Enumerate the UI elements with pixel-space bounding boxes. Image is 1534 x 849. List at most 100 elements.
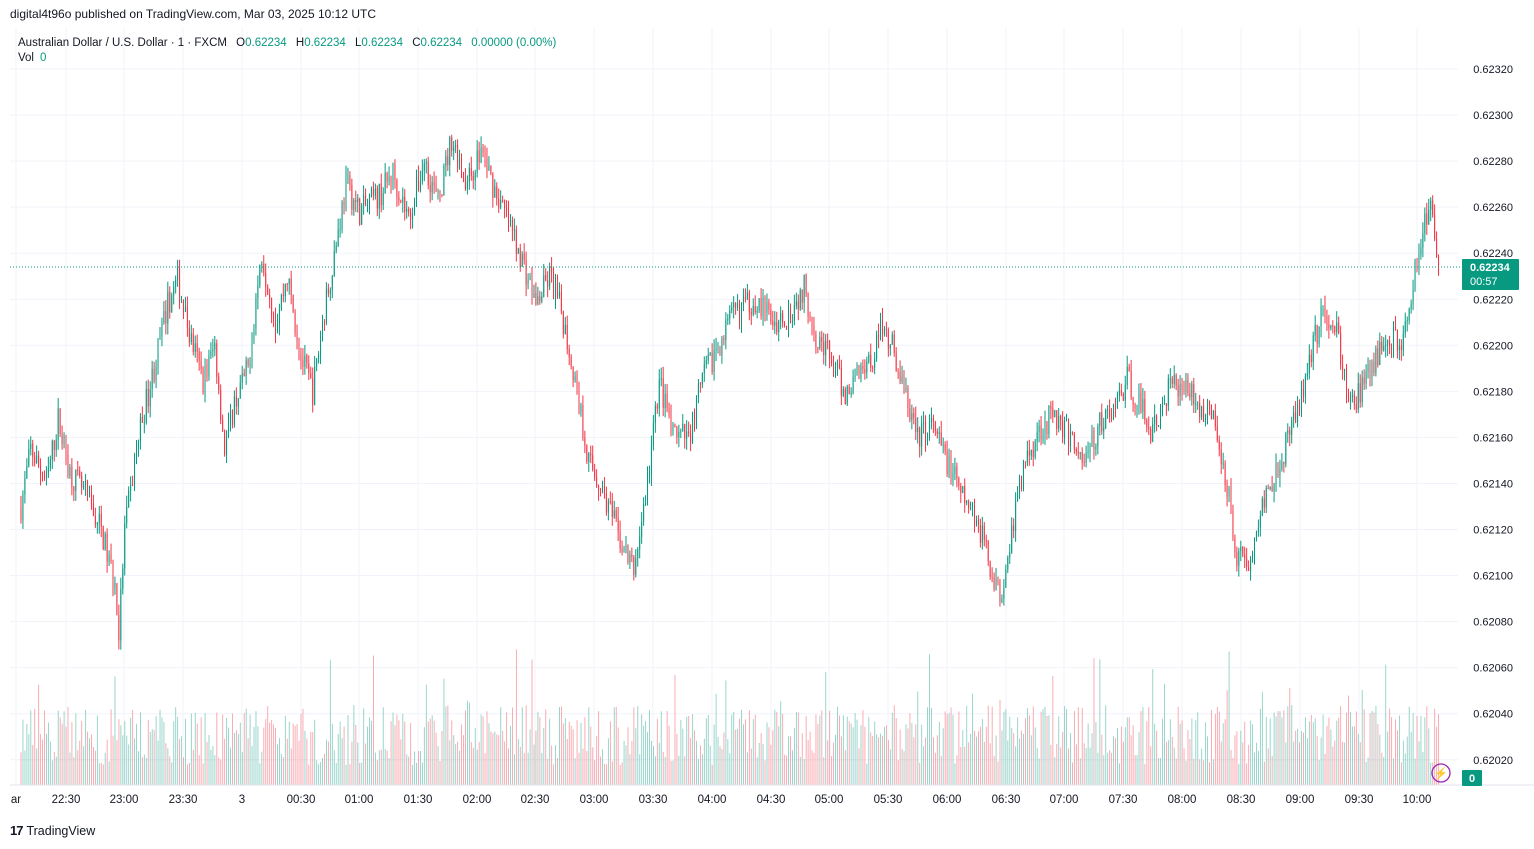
- volume-bar: [165, 743, 167, 785]
- volume-bar: [1320, 737, 1322, 785]
- volume-bar: [159, 709, 161, 785]
- volume-bar: [758, 743, 760, 785]
- volume-bar: [717, 736, 719, 785]
- candle-body: [660, 378, 662, 380]
- volume-bar: [126, 735, 128, 785]
- candle-body: [151, 368, 153, 390]
- candle-body: [1226, 485, 1228, 497]
- candle-body: [179, 268, 181, 302]
- candle-body: [1263, 498, 1265, 508]
- candle-body: [1257, 527, 1259, 533]
- volume-bar: [654, 756, 656, 785]
- volume-bar: [1077, 707, 1079, 785]
- candle-body: [778, 320, 780, 333]
- candle-body: [1347, 393, 1349, 403]
- candle-body: [457, 145, 459, 169]
- last-price-text: 0.62234: [1470, 262, 1511, 274]
- candle-body: [605, 493, 607, 513]
- volume-bar: [93, 747, 94, 785]
- volume-bar: [934, 752, 936, 785]
- volume-bar: [1240, 730, 1242, 785]
- candle-body: [153, 368, 155, 381]
- volume-bar: [269, 722, 271, 785]
- volume-bar: [623, 740, 625, 785]
- time-tick-label: 08:00: [1168, 794, 1197, 806]
- candle-body: [568, 349, 570, 358]
- volume-bar: [907, 728, 909, 785]
- price-tick-label: 0.62140: [1473, 478, 1513, 490]
- candle-body: [891, 334, 893, 345]
- volume-bar: [1369, 713, 1371, 785]
- volume-bar: [1428, 728, 1430, 785]
- candle-body: [1252, 553, 1254, 559]
- candle-body: [960, 485, 962, 493]
- volume-bar: [962, 730, 964, 785]
- time-tick-label: 07:30: [1109, 794, 1138, 806]
- candle-body: [134, 461, 136, 485]
- volume-bar: [1189, 739, 1191, 785]
- volume-bar: [294, 725, 296, 785]
- time-tick-label: 05:00: [815, 794, 844, 806]
- candle-body: [1316, 325, 1318, 344]
- candle-body: [1044, 421, 1046, 434]
- volume-bar: [275, 727, 277, 785]
- volume-bar: [1013, 733, 1015, 785]
- candle-body: [880, 319, 882, 338]
- volume-bar: [386, 750, 388, 785]
- volume-bar: [923, 746, 925, 785]
- candle-body: [881, 319, 883, 334]
- candle-body: [1150, 429, 1152, 442]
- volume-bar: [1285, 742, 1287, 785]
- candle-body: [412, 215, 414, 220]
- price-tick-label: 0.62080: [1473, 617, 1513, 629]
- volume-bar: [1023, 733, 1024, 785]
- candle-body: [1369, 364, 1371, 379]
- time-tick-label: ar: [11, 794, 21, 806]
- volume-bar: [866, 763, 868, 785]
- footer-brand[interactable]: 17 TradingView: [10, 823, 95, 838]
- volume-label[interactable]: Vol: [18, 52, 34, 64]
- volume-bar: [936, 735, 938, 785]
- volume-bar: [1003, 711, 1005, 785]
- candlestick-chart[interactable]: 0.623200.623000.622800.622600.622400.622…: [0, 28, 1534, 820]
- volume-bar: [1328, 717, 1330, 785]
- volume-bar: [823, 757, 825, 785]
- candle-body: [821, 336, 823, 342]
- volume-bar: [486, 711, 488, 785]
- candle-body: [676, 427, 678, 438]
- candle-body: [1206, 401, 1208, 415]
- volume-bar: [647, 731, 649, 785]
- volume-bar: [1042, 708, 1044, 785]
- candle-body: [327, 288, 329, 294]
- volume-bar: [799, 757, 801, 785]
- candle-body: [1054, 410, 1056, 418]
- volume-bar: [931, 707, 932, 785]
- candle-body: [1232, 511, 1234, 539]
- volume-bar: [388, 758, 390, 785]
- volume-bar: [1344, 742, 1346, 785]
- volume-bar: [774, 709, 776, 785]
- volume-bar: [237, 734, 239, 785]
- chart-area[interactable]: 0.62320 0.62300 0.62280 0.62260 0.62240 0.622…: [0, 28, 1534, 820]
- candle-body: [1269, 486, 1271, 490]
- low-value: 0.62234: [361, 37, 403, 49]
- candle-body: [494, 186, 496, 198]
- volume-bar: [418, 750, 419, 785]
- volume-bar: [825, 671, 827, 785]
- volume-bar: [353, 705, 355, 785]
- candle-body: [459, 160, 461, 169]
- volume-bar: [235, 730, 237, 785]
- volume-bar: [795, 711, 797, 785]
- volume-bar: [750, 748, 752, 785]
- candle-body: [186, 306, 188, 328]
- time-tick-label: 08:30: [1227, 794, 1256, 806]
- volume-bar: [604, 764, 605, 785]
- candle-body: [347, 175, 349, 177]
- candle-body: [480, 147, 482, 163]
- candle-body: [1036, 431, 1038, 442]
- volume-bar: [737, 728, 739, 785]
- volume-bar: [607, 738, 609, 785]
- symbol-name[interactable]: Australian Dollar / U.S. Dollar · 1 · FX…: [18, 37, 227, 49]
- candle-body: [513, 229, 515, 231]
- candle-body: [735, 302, 737, 308]
